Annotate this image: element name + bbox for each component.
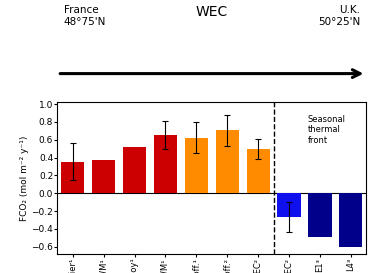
Bar xyxy=(123,147,146,193)
Bar xyxy=(278,193,301,217)
Bar xyxy=(154,135,177,193)
Bar xyxy=(92,160,115,193)
Text: WEC: WEC xyxy=(196,5,228,19)
Text: France
48°75'N: France 48°75'N xyxy=(64,5,106,27)
Text: U.K.
50°25'N: U.K. 50°25'N xyxy=(318,5,360,27)
Y-axis label: FCO₂ (mol m⁻² y⁻¹): FCO₂ (mol m⁻² y⁻¹) xyxy=(20,135,28,221)
Bar xyxy=(216,130,239,193)
Bar xyxy=(185,138,208,193)
Bar xyxy=(308,193,332,237)
Text: Seasonal
thermal
front: Seasonal thermal front xyxy=(307,115,346,145)
Bar xyxy=(339,193,363,247)
Bar xyxy=(61,162,84,193)
Bar xyxy=(246,149,270,193)
